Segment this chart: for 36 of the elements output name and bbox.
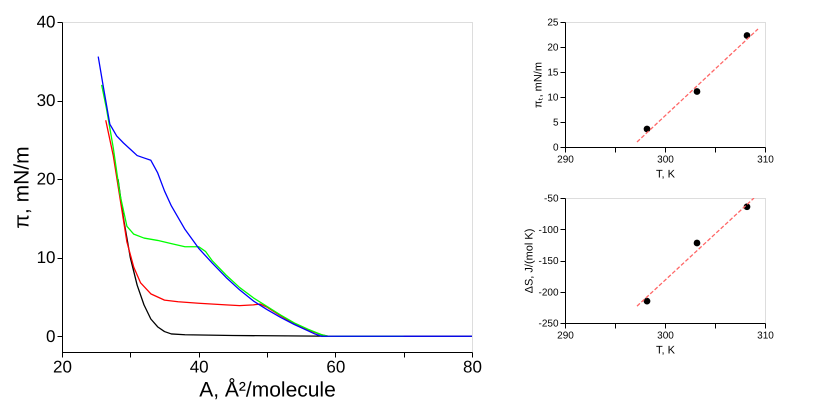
x-tick-label: 300 — [657, 330, 674, 342]
y-tick-label: 0 — [552, 142, 559, 154]
y-tick-label: 20 — [547, 42, 559, 54]
y-tick-label: 30 — [36, 91, 56, 110]
point — [694, 240, 700, 246]
y-tick-label: 20 — [36, 170, 56, 189]
x-tick-label: 290 — [557, 154, 574, 166]
x-axis-title: T, K — [656, 344, 676, 356]
y-axis-title: ΔS, J/(mol K) — [523, 228, 536, 294]
point — [694, 88, 700, 95]
x-axis-title: T, K — [656, 168, 676, 180]
x-tick-label: 310 — [757, 154, 774, 166]
y-axis-title: πₜ, mN/m — [532, 62, 544, 108]
y-tick-label: 10 — [547, 92, 559, 104]
x-tick-label: 300 — [657, 154, 674, 166]
x-tick-label: 20 — [53, 358, 72, 376]
y-tick-label: -200 — [538, 287, 559, 298]
x-tick-label: 80 — [463, 358, 482, 376]
x-tick-label: 290 — [557, 330, 574, 342]
y-tick-label: 10 — [36, 248, 56, 268]
line-series — [98, 56, 472, 337]
x-tick-label: 310 — [757, 330, 774, 342]
y-tick-label: 15 — [547, 68, 559, 78]
y-axis-title: π, mN/m — [10, 146, 34, 229]
x-tick-label: 60 — [326, 358, 346, 376]
y-tick-label: 0 — [46, 326, 56, 346]
y-tick-label: -50 — [544, 194, 559, 204]
x-tick-label: 40 — [190, 358, 209, 376]
y-tick-label: 5 — [552, 118, 559, 128]
y-tick-label: 25 — [547, 18, 559, 28]
y-tick-label: -250 — [538, 318, 559, 330]
x-axis-title: A, Å²/molecule — [199, 378, 336, 402]
point — [644, 298, 650, 304]
y-tick-label: 40 — [36, 12, 56, 32]
y-tick-label: -150 — [538, 256, 559, 267]
y-tick-label: -100 — [538, 224, 559, 236]
